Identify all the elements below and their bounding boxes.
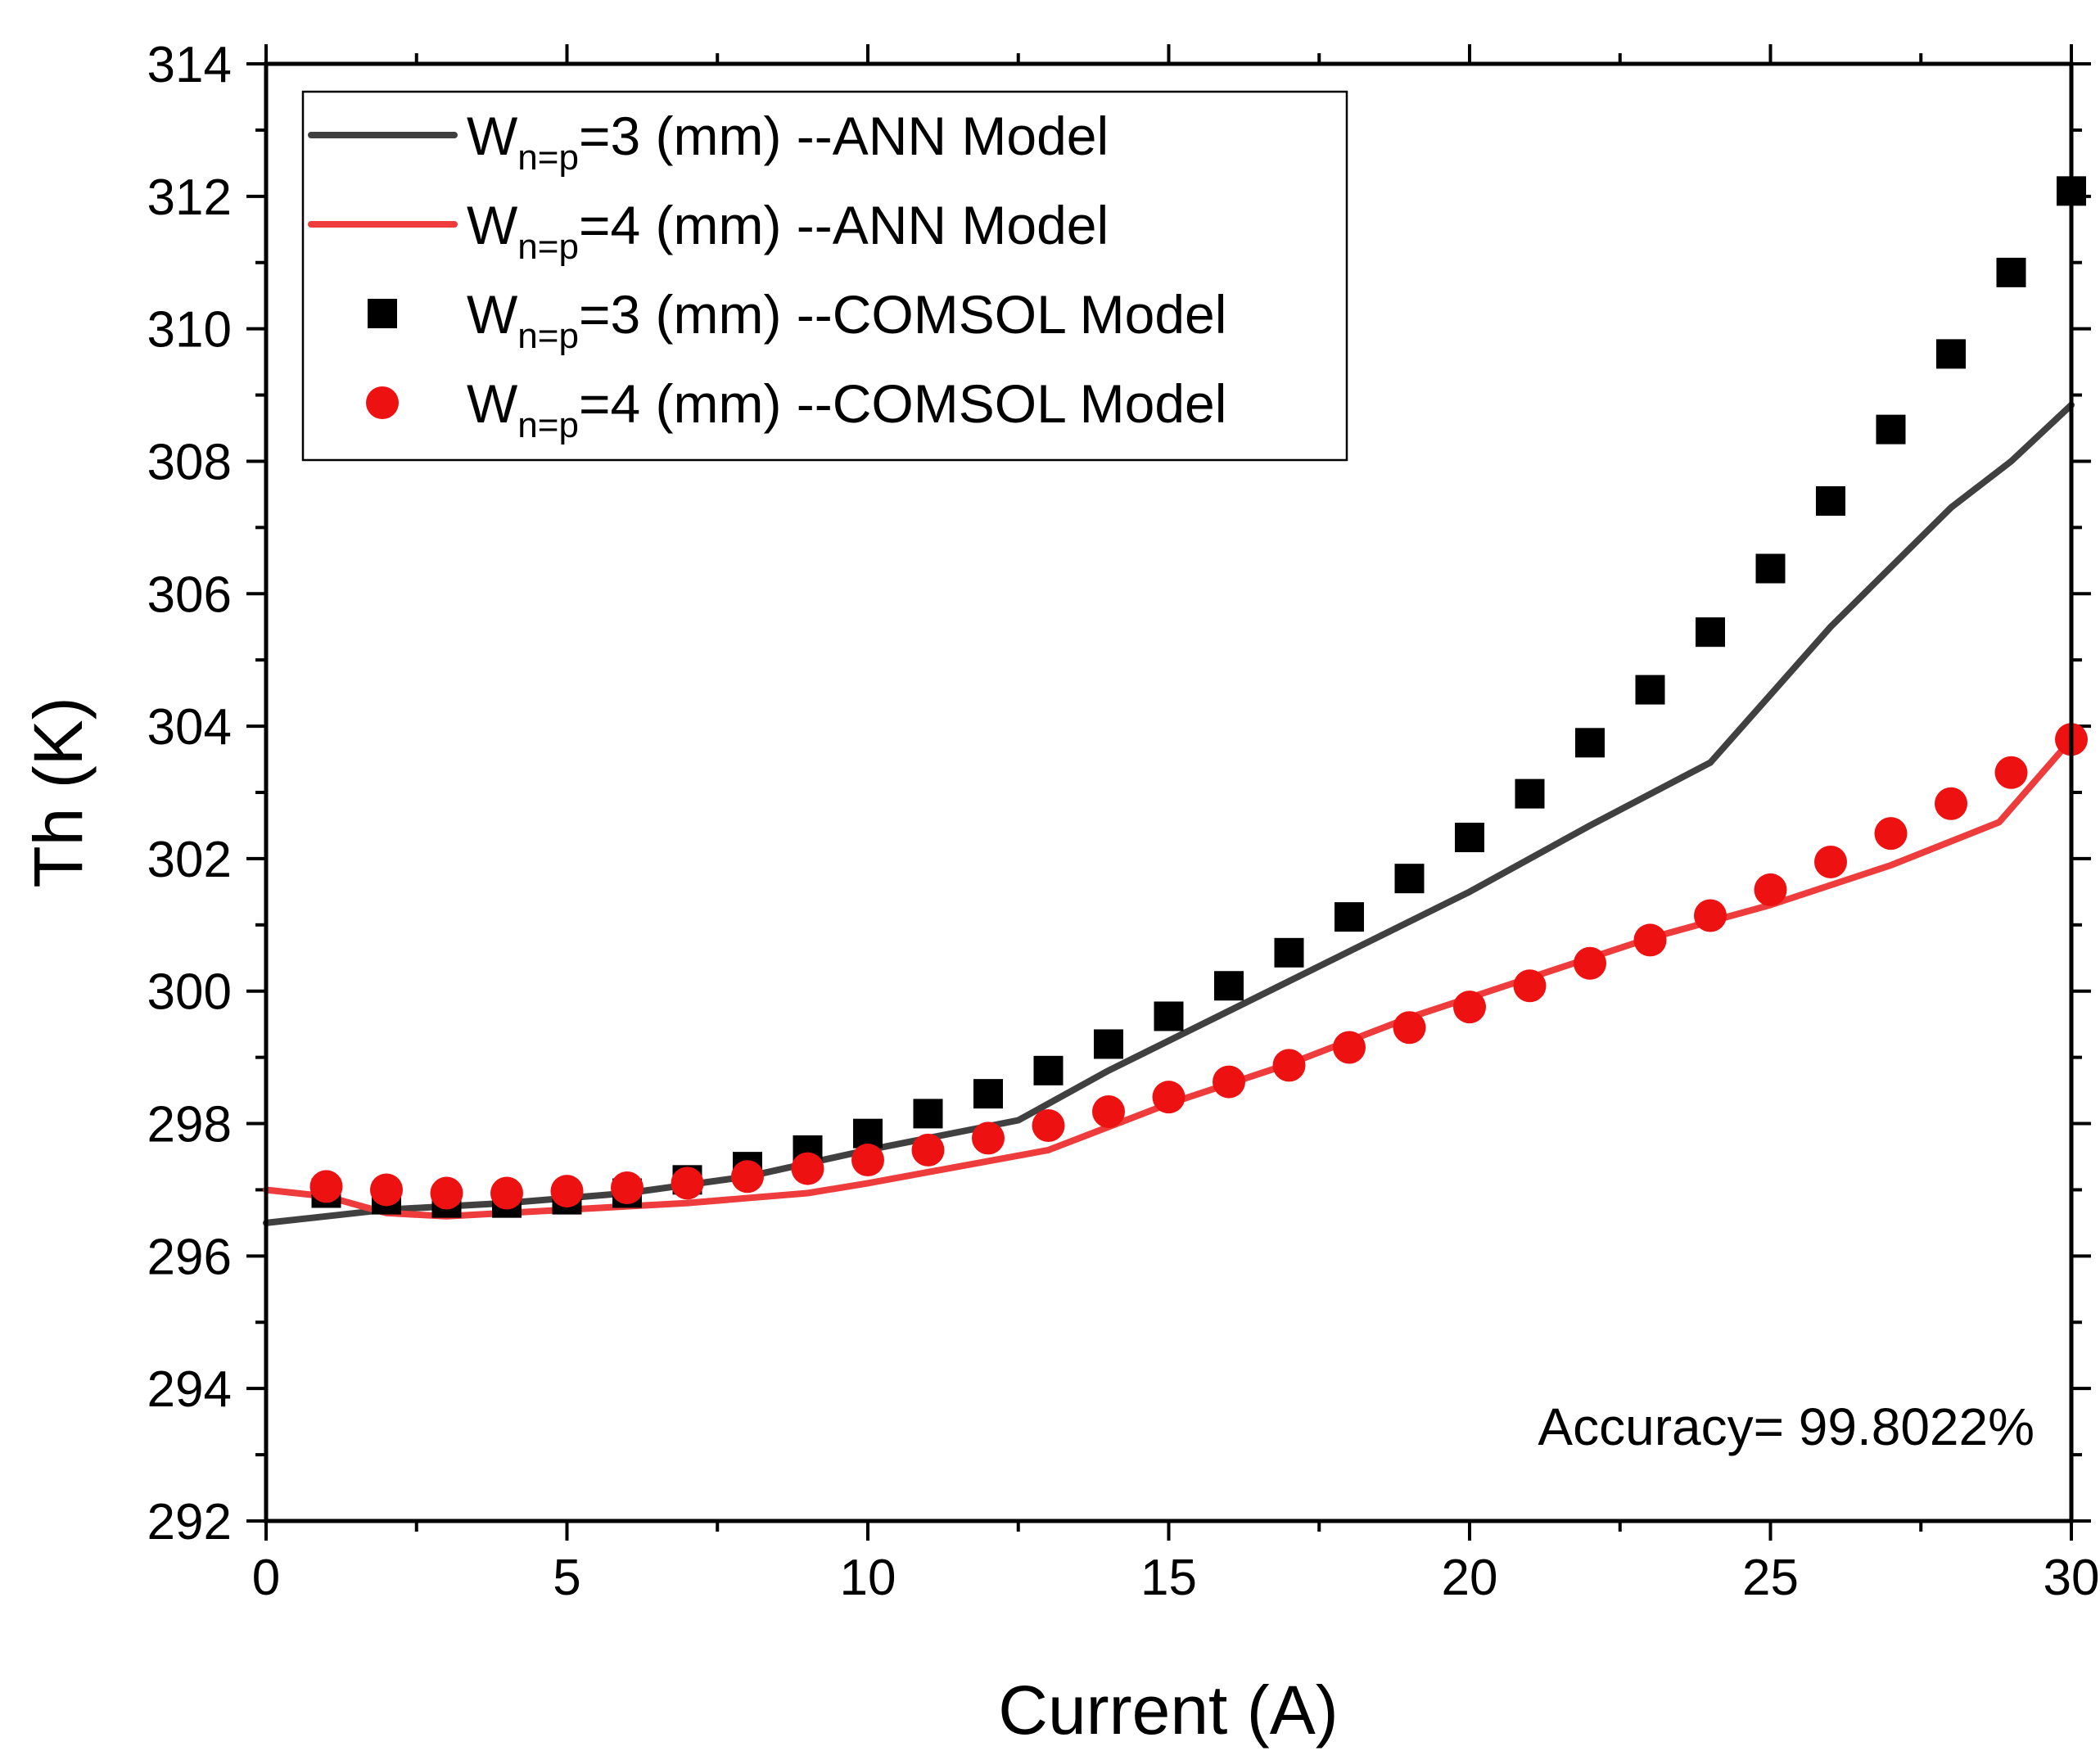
x-tick-label: 0 bbox=[252, 1550, 280, 1606]
y-tick-label: 296 bbox=[147, 1229, 232, 1285]
tick-labels: 0 5 10 15 20 25 30 292 294 296 298 300 302 304 306 308 3… bbox=[147, 37, 2100, 1606]
series-layer bbox=[263, 176, 2088, 1226]
legend-entry: Wn=p=4 (mm) --COMSOL Model bbox=[366, 373, 1226, 445]
data-point bbox=[853, 1118, 883, 1149]
data-point bbox=[1213, 1065, 1245, 1099]
data-point bbox=[1515, 778, 1545, 809]
data-point bbox=[1694, 899, 1727, 932]
legend-square-swatch bbox=[368, 299, 397, 328]
data-point bbox=[1994, 756, 2028, 789]
y-tick-label: 308 bbox=[147, 434, 232, 490]
data-point bbox=[1755, 553, 1786, 584]
series-2 bbox=[263, 736, 2075, 1220]
data-point bbox=[851, 1144, 884, 1177]
y-tick-label: 300 bbox=[147, 964, 232, 1021]
x-tick-label: 5 bbox=[553, 1550, 580, 1606]
data-point bbox=[1816, 486, 1845, 516]
x-axis-title: Current (A) bbox=[998, 1672, 1338, 1749]
legend-entry: Wn=p=4 (mm) --ANN Model bbox=[308, 195, 1109, 267]
legend-label: Wn=p=4 (mm) --COMSOL Model bbox=[467, 373, 1226, 445]
y-tick-label: 298 bbox=[147, 1097, 232, 1153]
y-tick-label: 304 bbox=[147, 699, 232, 756]
legend-label: Wn=p=4 (mm) --ANN Model bbox=[467, 195, 1109, 267]
data-point bbox=[1874, 817, 1908, 851]
data-point bbox=[1635, 675, 1665, 705]
data-point bbox=[1633, 923, 1667, 957]
y-axis-title: Th (K) bbox=[20, 697, 97, 887]
legend-label: Wn=p=3 (mm) --ANN Model bbox=[467, 106, 1109, 178]
data-point bbox=[973, 1079, 1003, 1109]
x-tick-label: 30 bbox=[2044, 1550, 2100, 1606]
data-point bbox=[1455, 823, 1484, 853]
y-tick-label: 292 bbox=[147, 1494, 232, 1550]
series-line bbox=[263, 401, 2075, 1226]
data-point bbox=[1936, 339, 1966, 369]
y-tick-label: 314 bbox=[147, 37, 232, 93]
data-point bbox=[1154, 1001, 1184, 1031]
x-tick-label: 10 bbox=[840, 1550, 896, 1606]
data-point bbox=[1152, 1081, 1185, 1114]
data-point bbox=[1453, 991, 1486, 1024]
legend-box bbox=[301, 90, 1348, 462]
data-point bbox=[1214, 971, 1244, 1001]
y-tick-label: 312 bbox=[147, 169, 232, 226]
data-point bbox=[1696, 617, 1725, 648]
series-line bbox=[263, 736, 2075, 1220]
legend-entry: Wn=p=3 (mm) --COMSOL Model bbox=[368, 284, 1226, 356]
data-point bbox=[1092, 1094, 1125, 1128]
y-tick-label: 294 bbox=[147, 1361, 232, 1418]
legend-label: Wn=p=3 (mm) --COMSOL Model bbox=[467, 284, 1226, 356]
data-point bbox=[1032, 1108, 1065, 1142]
data-point bbox=[913, 1099, 943, 1129]
data-point bbox=[1574, 946, 1606, 980]
data-point bbox=[1274, 937, 1304, 968]
legend-entry: Wn=p=3 (mm) --ANN Model bbox=[308, 106, 1109, 178]
data-point bbox=[791, 1152, 824, 1185]
data-point bbox=[1876, 414, 1906, 445]
data-point bbox=[1272, 1049, 1306, 1082]
plot-frame bbox=[264, 61, 2074, 1523]
data-point bbox=[309, 1170, 343, 1203]
data-point bbox=[1935, 787, 1967, 820]
accuracy-annotation: Accuracy= 99.8022% bbox=[1538, 1397, 2035, 1456]
data-point bbox=[1094, 1029, 1123, 1059]
data-point bbox=[490, 1176, 523, 1210]
y-tick-label: 306 bbox=[147, 566, 232, 623]
data-point bbox=[1754, 873, 1787, 906]
legend: Wn=p=3 (mm) --ANN Model Wn=p=4 (mm) --ANN… bbox=[301, 90, 1348, 462]
data-point bbox=[430, 1176, 463, 1210]
y-tick-label: 310 bbox=[147, 302, 232, 359]
data-point bbox=[731, 1160, 764, 1194]
data-point bbox=[671, 1167, 704, 1200]
x-tick-label: 20 bbox=[1442, 1550, 1498, 1606]
data-point bbox=[1996, 257, 2026, 287]
data-point bbox=[550, 1175, 584, 1208]
series-4 bbox=[309, 723, 2088, 1210]
data-point bbox=[911, 1133, 945, 1167]
data-point bbox=[1575, 728, 1605, 758]
x-tick-label: 25 bbox=[1742, 1550, 1799, 1606]
data-point bbox=[972, 1121, 1005, 1155]
data-point bbox=[1513, 969, 1547, 1003]
data-point bbox=[370, 1173, 403, 1207]
data-point bbox=[1033, 1055, 1064, 1085]
data-point bbox=[1333, 1031, 1366, 1064]
data-point bbox=[611, 1171, 644, 1205]
data-point bbox=[1814, 845, 1847, 878]
y-tick-label: 302 bbox=[147, 832, 232, 888]
legend-circle-swatch bbox=[366, 386, 399, 419]
series-1 bbox=[263, 401, 2075, 1226]
data-point bbox=[1393, 1011, 1426, 1045]
data-point bbox=[1335, 902, 1364, 932]
x-tick-label: 15 bbox=[1140, 1550, 1197, 1606]
data-point bbox=[1394, 864, 1425, 894]
